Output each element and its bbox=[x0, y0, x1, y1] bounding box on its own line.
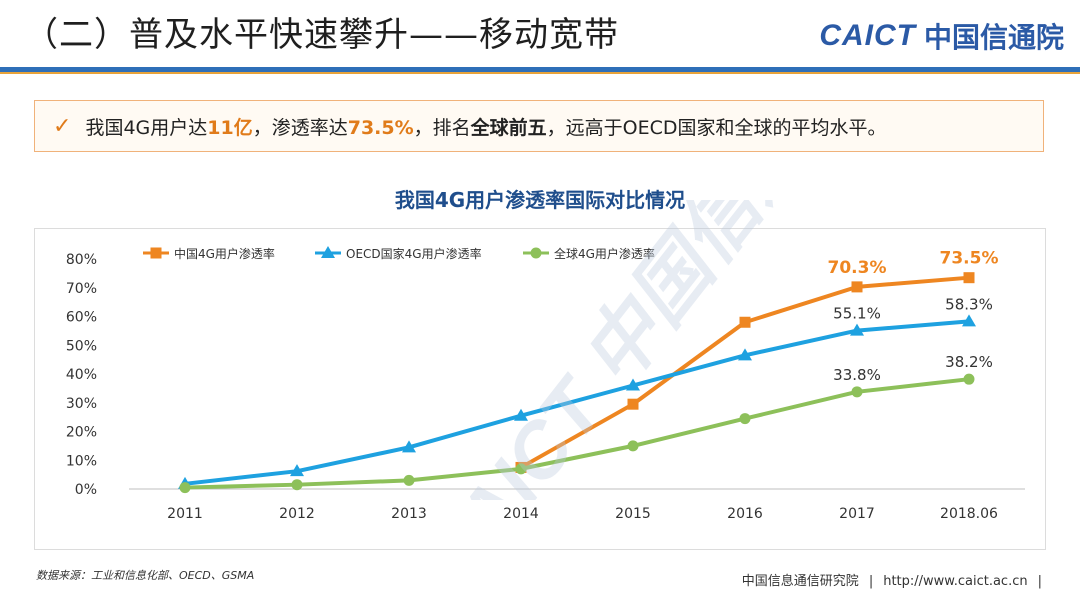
logo-cn: 中国信通院 bbox=[923, 21, 1064, 54]
chart-title: 我国4G用户渗透率国际对比情况 bbox=[394, 188, 686, 212]
y-tick-label: 40% bbox=[66, 367, 97, 383]
footer-separator: | bbox=[868, 574, 874, 589]
data-label: 38.2% bbox=[945, 353, 993, 371]
data-point bbox=[739, 413, 751, 425]
x-tick-label: 2012 bbox=[279, 506, 315, 522]
data-point bbox=[963, 272, 975, 284]
page-title: （二）普及水平快速攀升——移动宽带 bbox=[24, 15, 619, 55]
footer: 中国信息通信研究院 | http://www.caict.ac.cn | bbox=[742, 570, 1052, 589]
legend-marker bbox=[530, 247, 542, 259]
x-tick-label: 2014 bbox=[503, 506, 539, 522]
legend-label: 全球4G用户渗透率 bbox=[554, 246, 655, 261]
data-point bbox=[963, 373, 975, 385]
data-point bbox=[179, 482, 191, 494]
data-point bbox=[291, 479, 303, 491]
data-point bbox=[514, 408, 528, 421]
data-label: 55.1% bbox=[833, 305, 881, 323]
logo-en: CAICT bbox=[819, 19, 916, 52]
data-source-note: 数据来源：工业和信息化部、OECD、GSMA bbox=[36, 569, 255, 582]
legend-label: 中国4G用户渗透率 bbox=[174, 246, 275, 261]
data-label: 70.3% bbox=[828, 258, 887, 278]
x-tick-label: 2018.06 bbox=[940, 506, 998, 522]
callout-highlight-rank: 全球前五 bbox=[470, 116, 547, 139]
y-tick-label: 10% bbox=[66, 453, 97, 469]
x-tick-label: 2013 bbox=[391, 506, 427, 522]
key-finding-text: 我国4G用户达11亿，渗透率达73.5%，排名全球前五，远高于OECD国家和全球… bbox=[85, 113, 886, 140]
checkmark-icon: ✓ bbox=[53, 113, 72, 139]
y-tick-label: 0% bbox=[75, 482, 97, 498]
data-point bbox=[962, 314, 976, 327]
series-line bbox=[519, 275, 971, 470]
y-tick-label: 80% bbox=[66, 252, 97, 268]
x-tick-label: 2016 bbox=[727, 506, 763, 522]
callout-part-3: ，排名 bbox=[413, 116, 471, 139]
data-point bbox=[739, 316, 751, 328]
data-label: 58.3% bbox=[945, 295, 993, 313]
footer-org: 中国信息通信研究院 bbox=[741, 574, 859, 589]
callout-highlight-rate: 73.5% bbox=[347, 116, 414, 139]
header-divider-blue bbox=[0, 67, 1080, 72]
y-tick-label: 60% bbox=[66, 310, 97, 326]
data-point bbox=[515, 463, 527, 475]
data-point bbox=[850, 323, 864, 336]
x-tick-label: 2011 bbox=[167, 506, 203, 522]
line-chart: 0% 10% 20% 30% 40% 50% 60% 70% 80% 2011 2012 2013 20… bbox=[66, 246, 1025, 522]
legend-marker bbox=[321, 246, 335, 258]
y-tick-label: 70% bbox=[66, 281, 97, 297]
caict-logo: CAICT 中国信通院 bbox=[819, 16, 1064, 56]
series-line bbox=[183, 377, 971, 490]
data-point bbox=[403, 474, 415, 486]
data-point bbox=[290, 464, 304, 477]
series-line bbox=[183, 319, 971, 486]
legend-marker bbox=[150, 247, 162, 259]
header-divider-gold bbox=[0, 72, 1080, 74]
data-label: 33.8% bbox=[833, 366, 881, 384]
callout-part-4: ，远高于OECD国家和全球的平均水平。 bbox=[546, 116, 887, 139]
callout-part-2: ，渗透率达 bbox=[252, 116, 348, 139]
callout-part-1: 我国4G用户达 bbox=[85, 116, 208, 139]
data-point bbox=[627, 440, 639, 452]
y-tick-label: 50% bbox=[66, 338, 97, 354]
footer-separator-end: | bbox=[1037, 574, 1042, 589]
data-point bbox=[851, 281, 863, 293]
legend-label: OECD国家4G用户渗透率 bbox=[346, 246, 482, 261]
data-point bbox=[402, 440, 416, 453]
key-finding-callout: ✓ 我国4G用户达11亿，渗透率达73.5%，排名全球前五，远高于OECD国家和… bbox=[34, 100, 1044, 152]
data-point bbox=[626, 378, 640, 391]
y-tick-label: 30% bbox=[66, 396, 97, 412]
footer-url[interactable]: http://www.caict.ac.cn bbox=[883, 574, 1028, 589]
x-tick-label: 2017 bbox=[839, 506, 875, 522]
callout-highlight-users: 11亿 bbox=[207, 116, 253, 139]
data-point bbox=[627, 398, 639, 410]
data-point bbox=[738, 348, 752, 361]
chart-panel: 0% 10% 20% 30% 40% 50% 60% 70% 80% 2011 2012 2013 20… bbox=[34, 228, 1046, 550]
x-tick-label: 2015 bbox=[615, 506, 651, 522]
y-tick-label: 20% bbox=[66, 425, 97, 441]
data-point bbox=[851, 386, 863, 398]
data-label: 73.5% bbox=[940, 249, 999, 269]
